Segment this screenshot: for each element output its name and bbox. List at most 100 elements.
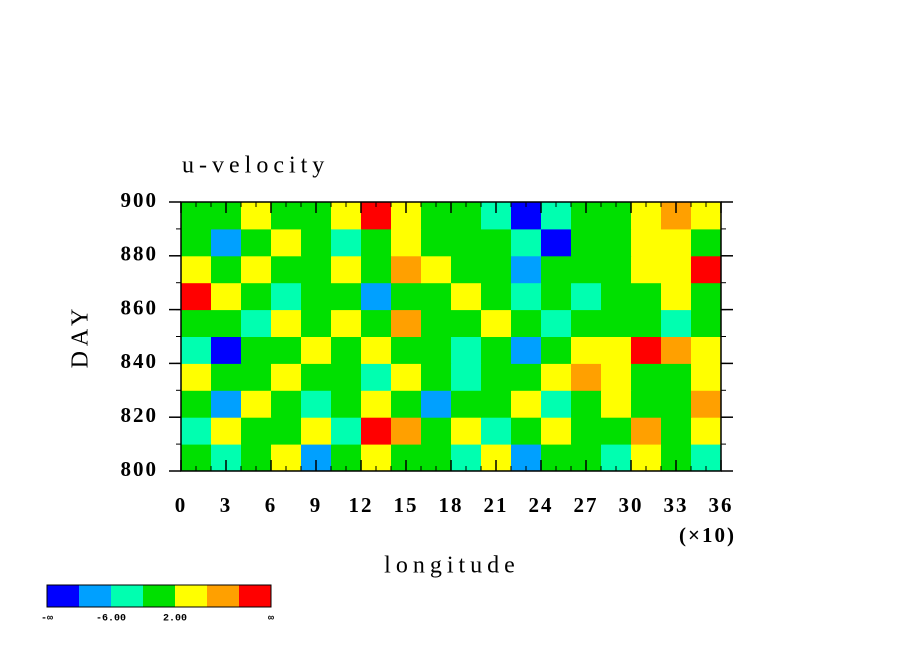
field-cell bbox=[661, 255, 692, 284]
field-cell bbox=[391, 255, 422, 284]
field-cell bbox=[181, 336, 212, 364]
field-cell bbox=[661, 390, 692, 418]
field-cell bbox=[481, 417, 512, 445]
field-cell bbox=[541, 255, 572, 284]
x-tick-label: 36 bbox=[709, 493, 734, 517]
field-cell bbox=[661, 228, 692, 257]
field-cell bbox=[451, 363, 482, 391]
field-cell bbox=[451, 417, 482, 445]
x-tick-label: 15 bbox=[394, 493, 419, 517]
field-cell bbox=[421, 228, 452, 257]
field-cell bbox=[601, 336, 632, 364]
field-cell bbox=[361, 255, 392, 284]
field-cell bbox=[181, 363, 212, 391]
field-cell bbox=[541, 417, 572, 445]
field-cell bbox=[451, 309, 482, 337]
field-cell bbox=[301, 282, 332, 311]
field-cell bbox=[211, 336, 242, 364]
field-cell bbox=[481, 255, 512, 284]
field-cell bbox=[691, 255, 722, 284]
chart-title: u-velocity bbox=[182, 153, 329, 179]
field-cell bbox=[541, 363, 572, 391]
field-cell bbox=[211, 309, 242, 337]
field-cell bbox=[271, 363, 302, 391]
field-cell bbox=[331, 255, 362, 284]
field-cell bbox=[301, 363, 332, 391]
field-cell bbox=[631, 417, 662, 445]
field-cell bbox=[571, 228, 602, 257]
field-cell bbox=[271, 282, 302, 311]
field-cell bbox=[301, 336, 332, 364]
field-cell bbox=[241, 228, 272, 257]
x-tick-label: 18 bbox=[439, 493, 464, 517]
field-cell bbox=[181, 309, 212, 337]
field-cell bbox=[361, 228, 392, 257]
colorbar-box bbox=[47, 585, 79, 607]
field-cell bbox=[391, 363, 422, 391]
field-cell bbox=[571, 282, 602, 311]
field-cell bbox=[691, 390, 722, 418]
field-cell bbox=[481, 336, 512, 364]
field-cell bbox=[601, 228, 632, 257]
y-tick-label: 880 bbox=[121, 242, 159, 266]
field-cell bbox=[451, 282, 482, 311]
field-cell bbox=[691, 309, 722, 337]
field-cell bbox=[241, 417, 272, 445]
field-cell bbox=[451, 228, 482, 257]
x-tick-label: 27 bbox=[574, 493, 599, 517]
field-cell bbox=[271, 417, 302, 445]
field-cell bbox=[211, 390, 242, 418]
field-cell bbox=[241, 363, 272, 391]
field-cell bbox=[631, 309, 662, 337]
x-tick-label: 21 bbox=[484, 493, 509, 517]
field-cell bbox=[451, 390, 482, 418]
field-cell bbox=[541, 336, 572, 364]
field-cell bbox=[421, 255, 452, 284]
field-cell bbox=[361, 336, 392, 364]
field-cell bbox=[211, 228, 242, 257]
field-cell bbox=[271, 255, 302, 284]
colorbar-label: -6.00 bbox=[96, 614, 126, 625]
field-cell bbox=[241, 390, 272, 418]
field-cell bbox=[301, 309, 332, 337]
field-cell bbox=[451, 336, 482, 364]
field-cell bbox=[421, 417, 452, 445]
field-cell bbox=[661, 363, 692, 391]
field-cell bbox=[391, 228, 422, 257]
y-tick-label: 840 bbox=[121, 349, 159, 373]
field-cell bbox=[661, 336, 692, 364]
colorbar-frame bbox=[46, 584, 272, 608]
field-cell bbox=[691, 282, 722, 311]
field-cell bbox=[241, 282, 272, 311]
field-cell bbox=[631, 363, 662, 391]
field-cell bbox=[631, 255, 662, 284]
y-tick-label: 900 bbox=[121, 188, 159, 212]
field-cell bbox=[301, 417, 332, 445]
y-tick-label: 800 bbox=[121, 457, 159, 481]
field-cell bbox=[421, 363, 452, 391]
field-cell bbox=[391, 336, 422, 364]
field-cell bbox=[481, 282, 512, 311]
field-cell bbox=[541, 282, 572, 311]
field-cell bbox=[571, 417, 602, 445]
field-cell bbox=[511, 336, 542, 364]
field-cell bbox=[241, 336, 272, 364]
field-cell bbox=[481, 390, 512, 418]
colorbar-box bbox=[143, 585, 175, 607]
field-cell bbox=[391, 390, 422, 418]
colorbar-box bbox=[111, 585, 143, 607]
field-cell bbox=[481, 228, 512, 257]
field-cell bbox=[601, 282, 632, 311]
colorbar-box bbox=[79, 585, 111, 607]
field-cell bbox=[361, 417, 392, 445]
field-cell bbox=[481, 363, 512, 391]
field-cell bbox=[481, 309, 512, 337]
field-cell bbox=[631, 336, 662, 364]
field-cell bbox=[571, 390, 602, 418]
y-tick-label: 820 bbox=[121, 403, 159, 427]
field-cell bbox=[301, 228, 332, 257]
x-tick-label: 33 bbox=[664, 493, 689, 517]
field-cell bbox=[181, 390, 212, 418]
field-cell bbox=[601, 255, 632, 284]
